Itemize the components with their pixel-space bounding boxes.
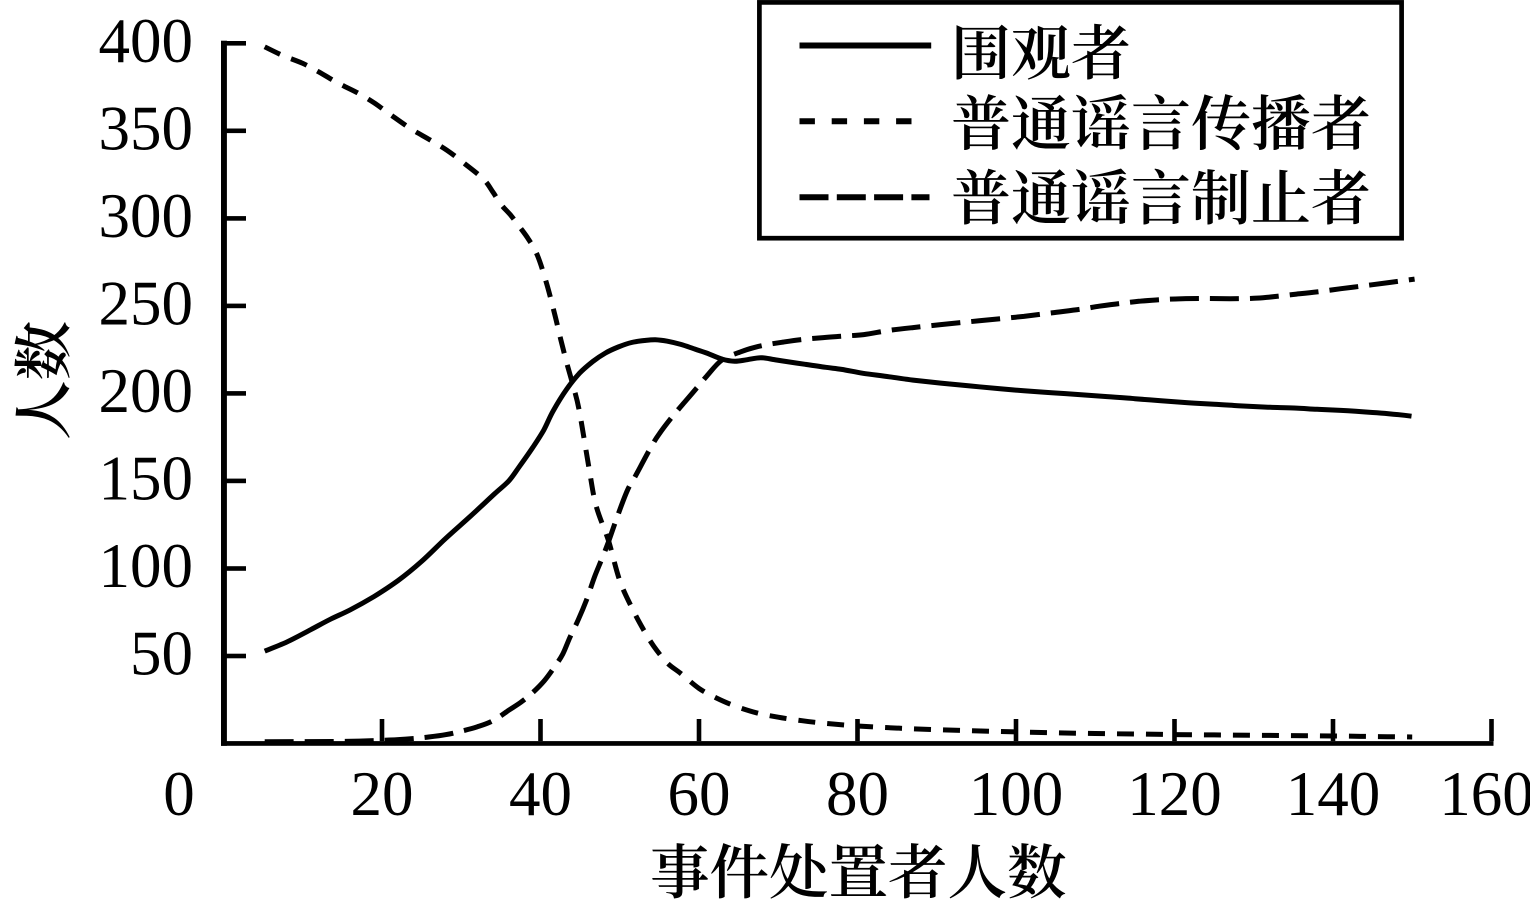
- svg-text:140: 140: [1286, 759, 1381, 829]
- svg-text:250: 250: [99, 268, 194, 338]
- svg-text:20: 20: [351, 759, 414, 829]
- svg-text:400: 400: [99, 6, 194, 76]
- svg-text:100: 100: [969, 759, 1064, 829]
- svg-text:50: 50: [130, 619, 193, 689]
- svg-text:160: 160: [1439, 759, 1530, 829]
- svg-text:80: 80: [826, 759, 889, 829]
- svg-text:150: 150: [99, 443, 194, 513]
- svg-text:120: 120: [1127, 759, 1222, 829]
- svg-text:100: 100: [99, 531, 194, 601]
- svg-text:300: 300: [99, 181, 194, 251]
- svg-text:60: 60: [668, 759, 731, 829]
- svg-text:40: 40: [509, 759, 572, 829]
- svg-text:200: 200: [99, 356, 194, 426]
- svg-text:0: 0: [163, 759, 195, 829]
- svg-text:350: 350: [99, 93, 194, 163]
